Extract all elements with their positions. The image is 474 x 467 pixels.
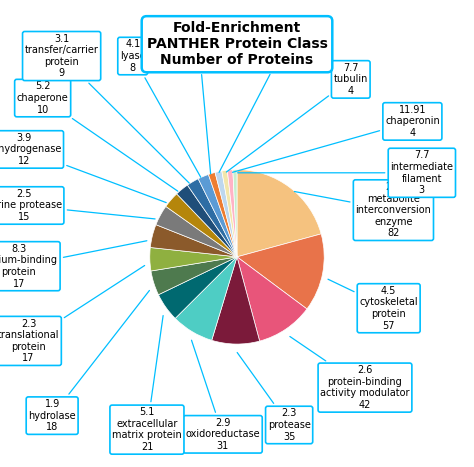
Text: 3.1
transfer/carrier
protein
9: 3.1 transfer/carrier protein 9 bbox=[25, 34, 189, 183]
Wedge shape bbox=[175, 257, 237, 340]
Wedge shape bbox=[156, 206, 237, 257]
Text: 2.2
metabolite
interconversion
enzyme
82: 2.2 metabolite interconversion enzyme 82 bbox=[294, 182, 431, 238]
Wedge shape bbox=[177, 185, 237, 257]
Wedge shape bbox=[237, 170, 321, 257]
Wedge shape bbox=[237, 257, 307, 341]
Text: 5.2
chaperone
10: 5.2 chaperone 10 bbox=[17, 81, 178, 191]
Text: 7.2
actin binding
motor protein
5: 7.2 actin binding motor protein 5 bbox=[165, 24, 233, 174]
Wedge shape bbox=[228, 170, 237, 257]
Text: 2.9
oxidoreductase
31: 2.9 oxidoreductase 31 bbox=[185, 340, 260, 451]
Text: 2.6
protein-binding
activity modulator
42: 2.6 protein-binding activity modulator 4… bbox=[290, 337, 410, 410]
Text: 8.3
calcium-binding
protein
17: 8.3 calcium-binding protein 17 bbox=[0, 241, 147, 289]
Text: 7.7
tubulin
4: 7.7 tubulin 4 bbox=[227, 63, 368, 172]
Wedge shape bbox=[209, 172, 237, 257]
Text: 2.3
translational
protein
17: 2.3 translational protein 17 bbox=[0, 266, 145, 363]
Wedge shape bbox=[222, 170, 237, 257]
Text: 7.7
intermediate
filament
3: 7.7 intermediate filament 3 bbox=[237, 150, 453, 195]
Text: 4.1
lyase
8: 4.1 lyase 8 bbox=[120, 39, 201, 177]
Wedge shape bbox=[237, 234, 324, 309]
Wedge shape bbox=[150, 248, 237, 271]
Wedge shape bbox=[158, 257, 237, 318]
Text: 4.5
cytoskeletal
protein
57: 4.5 cytoskeletal protein 57 bbox=[328, 279, 418, 331]
Text: 5.1
extracellular
matrix protein
21: 5.1 extracellular matrix protein 21 bbox=[112, 316, 182, 452]
Text: 2.5
serine protease
15: 2.5 serine protease 15 bbox=[0, 189, 155, 222]
Text: 11.91
chaperonin
4: 11.91 chaperonin 4 bbox=[233, 105, 440, 172]
Text: 1.9
hydrolase
18: 1.9 hydrolase 18 bbox=[28, 290, 149, 432]
Text: Fold-Enrichment
PANTHER Protein Class
Number of Proteins: Fold-Enrichment PANTHER Protein Class Nu… bbox=[146, 21, 328, 67]
Wedge shape bbox=[212, 257, 260, 344]
Wedge shape bbox=[187, 179, 237, 257]
Text: 3.9
dehydrogenase
12: 3.9 dehydrogenase 12 bbox=[0, 133, 166, 203]
Wedge shape bbox=[215, 171, 237, 257]
Wedge shape bbox=[150, 225, 237, 257]
Wedge shape bbox=[151, 257, 237, 295]
Text: 4.0
vesicle coat
protein
5: 4.0 vesicle coat protein 5 bbox=[219, 24, 313, 172]
Wedge shape bbox=[233, 170, 237, 257]
Text: 2.3
protease
35: 2.3 protease 35 bbox=[237, 353, 310, 442]
Wedge shape bbox=[166, 194, 237, 257]
Wedge shape bbox=[198, 175, 237, 257]
